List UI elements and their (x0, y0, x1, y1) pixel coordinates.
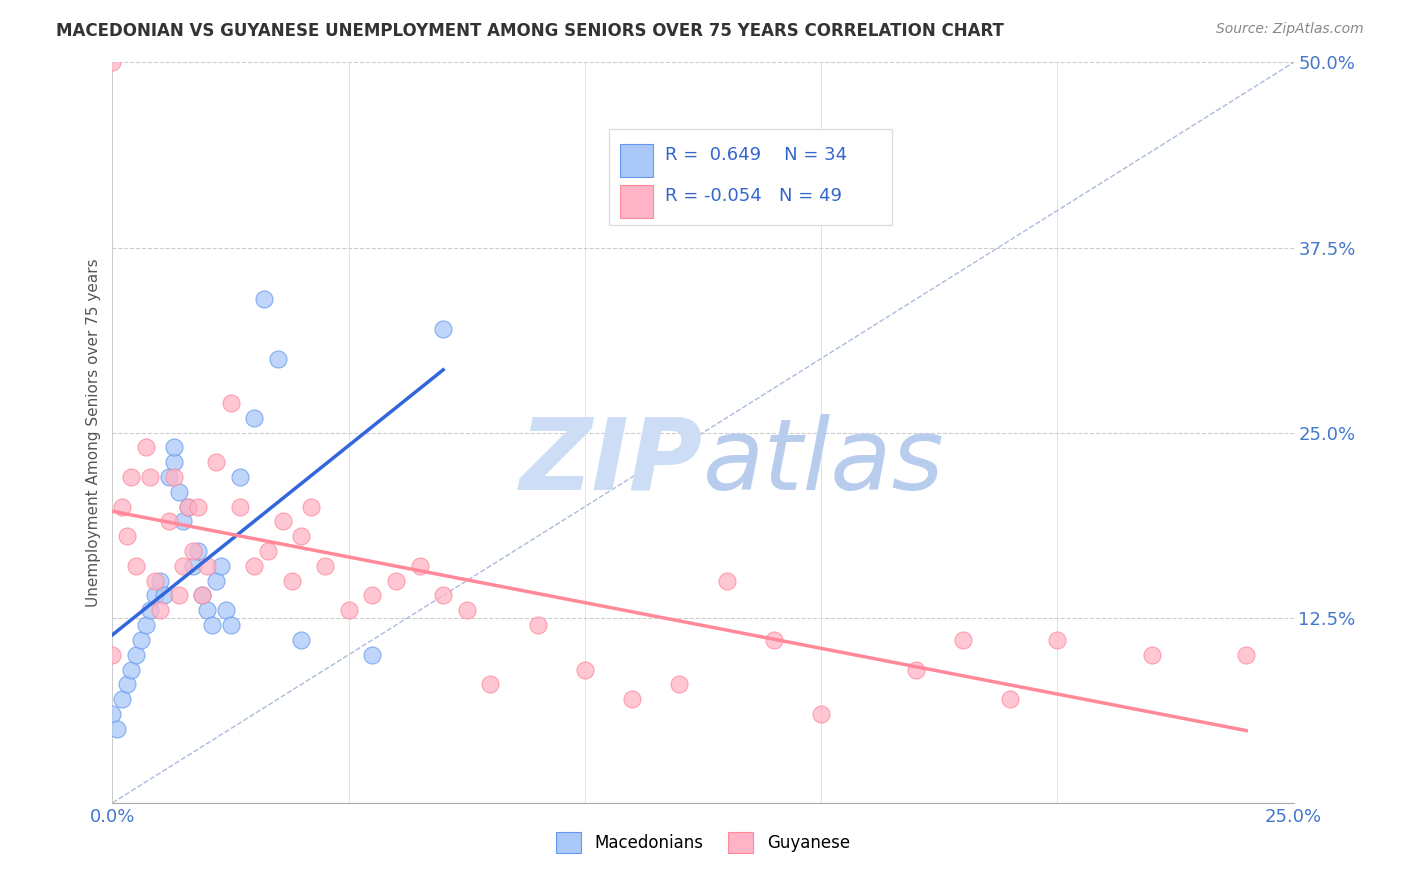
Point (205, 574, 228, 588)
Point (271, 515, 294, 529)
Point (1046, 632, 1069, 647)
Point (172, 515, 194, 529)
Point (181, 544, 204, 558)
Point (314, 558, 336, 573)
Point (167, 589, 190, 603)
Point (135, 441, 157, 455)
Point (172, 558, 194, 573)
Point (205, 455, 228, 469)
Point (153, 589, 176, 603)
Text: Source: ZipAtlas.com: Source: ZipAtlas.com (1216, 22, 1364, 37)
Point (186, 544, 208, 558)
Point (229, 500, 252, 514)
Text: R = -0.054   N = 49: R = -0.054 N = 49 (665, 186, 842, 205)
Point (177, 500, 200, 514)
Point (243, 558, 266, 573)
Point (191, 589, 214, 603)
Point (290, 529, 312, 543)
Point (621, 692, 644, 706)
Point (215, 603, 238, 617)
Point (149, 603, 172, 617)
Point (952, 632, 974, 647)
Point (281, 574, 304, 588)
Text: atlas: atlas (703, 414, 945, 511)
Point (257, 544, 280, 558)
Point (139, 470, 162, 484)
Point (432, 322, 454, 336)
FancyBboxPatch shape (620, 144, 654, 178)
Point (668, 677, 690, 691)
Point (120, 470, 142, 484)
Text: R =  0.649    N = 34: R = 0.649 N = 34 (665, 146, 848, 164)
Point (456, 603, 478, 617)
Point (143, 589, 166, 603)
Point (163, 441, 186, 455)
Point (574, 663, 596, 677)
Point (115, 677, 138, 691)
Point (195, 558, 218, 573)
Y-axis label: Unemployment Among Seniors over 75 years: Unemployment Among Seniors over 75 years (86, 259, 101, 607)
Point (716, 574, 738, 588)
Point (163, 455, 186, 469)
Point (299, 500, 322, 514)
Point (101, 648, 124, 662)
Point (1140, 648, 1163, 662)
Point (810, 706, 832, 721)
Point (219, 396, 242, 410)
Point (201, 618, 224, 632)
Point (143, 574, 166, 588)
Point (209, 558, 232, 573)
Point (762, 632, 785, 647)
Point (105, 722, 128, 736)
Point (125, 558, 148, 573)
Point (101, 55, 124, 70)
Point (177, 500, 200, 514)
Point (361, 589, 384, 603)
Point (111, 692, 134, 706)
Point (432, 589, 454, 603)
Point (111, 500, 134, 514)
Point (337, 603, 360, 617)
Point (998, 692, 1021, 706)
Legend: Macedonians, Guyanese: Macedonians, Guyanese (548, 824, 858, 861)
Point (115, 529, 138, 543)
FancyBboxPatch shape (620, 185, 654, 218)
Text: ZIP: ZIP (520, 414, 703, 511)
FancyBboxPatch shape (609, 129, 891, 226)
Text: MACEDONIAN VS GUYANESE UNEMPLOYMENT AMONG SENIORS OVER 75 YEARS CORRELATION CHAR: MACEDONIAN VS GUYANESE UNEMPLOYMENT AMON… (56, 22, 1004, 40)
Point (526, 618, 548, 632)
Point (408, 558, 430, 573)
Point (101, 706, 124, 721)
Point (385, 574, 408, 588)
Point (253, 293, 276, 307)
Point (361, 648, 384, 662)
Point (191, 589, 214, 603)
Point (290, 632, 312, 647)
Point (157, 515, 180, 529)
Point (267, 351, 290, 366)
Point (135, 618, 157, 632)
Point (125, 648, 148, 662)
Point (149, 574, 172, 588)
Point (120, 663, 142, 677)
Point (904, 663, 927, 677)
Point (157, 470, 180, 484)
Point (139, 603, 162, 617)
Point (1234, 648, 1257, 662)
Point (229, 470, 252, 484)
Point (163, 470, 186, 484)
Point (479, 677, 502, 691)
Point (186, 500, 208, 514)
Point (167, 484, 190, 499)
Point (195, 603, 218, 617)
Point (219, 618, 242, 632)
Point (129, 632, 152, 647)
Point (181, 558, 204, 573)
Point (243, 410, 266, 425)
